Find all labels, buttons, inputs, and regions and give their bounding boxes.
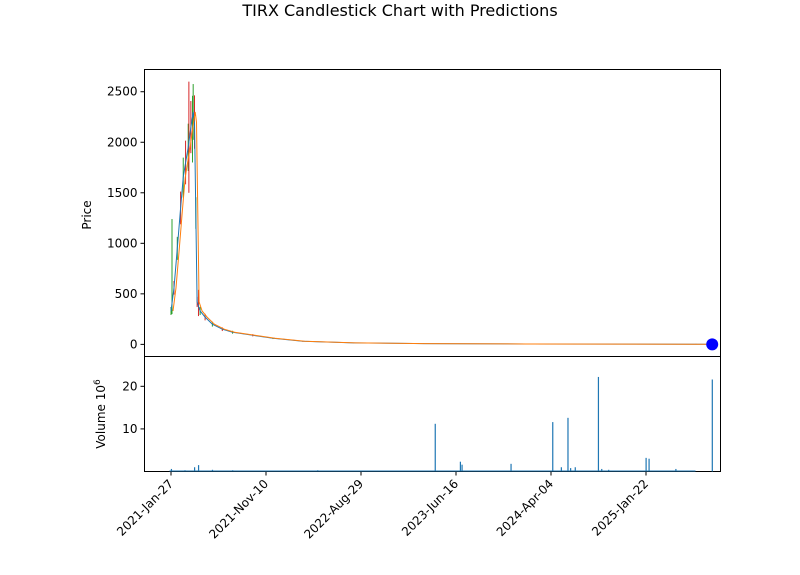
price-tick-label: 2000 (107, 135, 138, 149)
volume-bar (648, 458, 650, 472)
x-tick-label: 2021-Nov-10 (206, 477, 271, 542)
volume-bar (197, 465, 200, 472)
volume-bar (510, 463, 512, 472)
volume-bar (552, 422, 554, 472)
prediction-marker (706, 338, 719, 351)
volume-bar (574, 467, 576, 472)
volume-bar (711, 379, 713, 472)
volume-axis-exponent: 6 (93, 379, 103, 385)
volume-axis-label: Volume 106 (93, 379, 108, 449)
prediction-line (172, 111, 715, 345)
volume-bar (459, 461, 462, 472)
price-y-axis: 0 500 1000 1500 2000 2500 (107, 85, 145, 351)
volume-bar (461, 464, 463, 472)
volume-bar (597, 376, 600, 472)
volume-bar (645, 457, 647, 472)
volume-bar (560, 467, 562, 472)
volume-bar (170, 468, 173, 472)
volume-y-axis: 10 20 (122, 379, 145, 436)
price-tick-label: 0 (130, 337, 138, 351)
x-axis: 2021-Jan-27 2021-Nov-10 2022-Aug-29 2023-Ju… (114, 471, 651, 542)
x-tick-label: 2023-Jun-16 (399, 477, 461, 539)
volume-bar (434, 423, 436, 472)
volume-panel-frame (144, 356, 721, 472)
price-marks (170, 81, 719, 351)
x-tick-label: 2021-Jan-27 (114, 477, 176, 539)
price-tick-label: 1000 (107, 236, 138, 250)
price-axis-label: Price (80, 200, 94, 229)
volume-axis-label-text: Volume 10 (94, 385, 108, 449)
volume-bar (675, 468, 677, 472)
price-tick-label: 2500 (107, 85, 138, 99)
volume-marks (169, 376, 713, 472)
x-tick-label: 2022-Aug-29 (301, 477, 366, 542)
price-panel-frame (144, 69, 721, 357)
chart-title: TIRX Candlestick Chart with Predictions (241, 1, 557, 20)
price-tick-label: 500 (115, 287, 138, 301)
volume-bar (601, 468, 603, 472)
volume-bar (567, 417, 569, 472)
price-tick-label: 1500 (107, 186, 138, 200)
open-close-line (170, 111, 713, 345)
volume-bar (570, 468, 572, 472)
volume-bar (194, 467, 196, 472)
x-tick-label: 2025-Jan-22 (589, 477, 651, 539)
x-tick-label: 2024-Apr-04 (494, 477, 556, 539)
volume-tick-label: 20 (122, 379, 137, 393)
volume-tick-label: 10 (122, 422, 137, 436)
